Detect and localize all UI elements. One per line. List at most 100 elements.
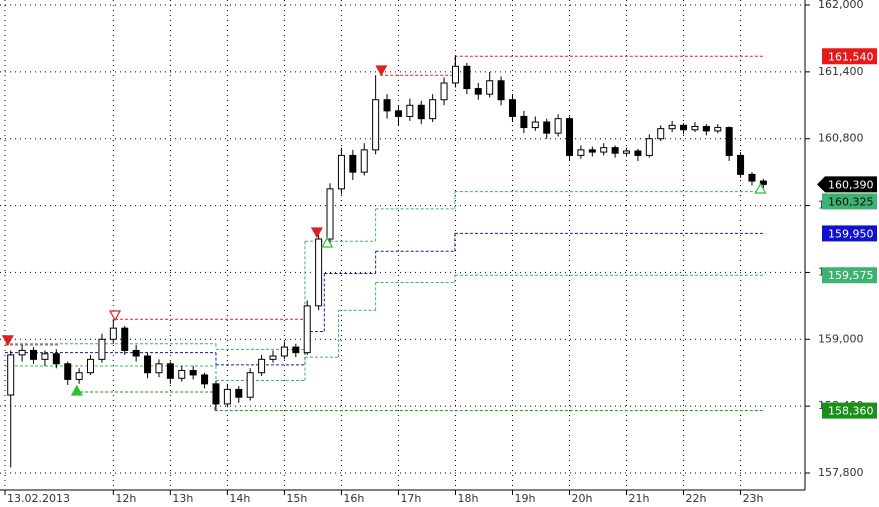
signal-marker: [754, 182, 767, 194]
y-tick-label: 159,000: [818, 332, 864, 345]
candle-body: [406, 104, 414, 117]
x-tick-label: 13h: [172, 492, 193, 505]
y-tick-label: 160,800: [818, 132, 864, 145]
candle-body: [634, 150, 642, 156]
candle-body: [223, 388, 231, 405]
price-label-box: [822, 48, 877, 65]
candle-body: [543, 121, 551, 134]
candle-body: [668, 124, 676, 130]
candle-body: [566, 118, 574, 156]
candle-body: [87, 358, 95, 374]
candle-body: [497, 80, 505, 101]
candle-body: [463, 65, 471, 90]
candle-body: [109, 327, 117, 340]
signal-marker: [1, 335, 14, 347]
candle-body: [303, 305, 311, 354]
candle-body: [166, 363, 174, 379]
candle-body: [280, 346, 288, 357]
candle-body: [737, 154, 745, 175]
candle-body: [554, 118, 562, 134]
candle-body: [132, 349, 140, 357]
x-tick-label: 15h: [286, 492, 307, 505]
x-tick-label: 23h: [743, 492, 764, 505]
candle-body: [7, 354, 15, 396]
candle-body: [383, 99, 391, 112]
candle-body: [269, 355, 277, 360]
y-tick-label: 157,800: [818, 466, 864, 479]
signal-marker: [70, 384, 83, 396]
candle-body: [440, 82, 448, 101]
candle-body: [155, 363, 163, 374]
price-label: 158,360: [828, 405, 874, 418]
candle-body: [349, 154, 357, 173]
candle-body: [315, 238, 323, 307]
price-label-box: [817, 176, 877, 193]
signal-marker: [321, 236, 334, 248]
candle-body: [52, 353, 60, 365]
candle-body: [588, 149, 596, 153]
candle-body: [748, 173, 756, 182]
candle-body: [98, 338, 106, 360]
candle-body: [189, 369, 197, 376]
candle-body: [394, 110, 402, 117]
candle-body: [326, 188, 334, 240]
candle-body: [645, 138, 653, 156]
price-label-box: [822, 225, 877, 242]
price-label: 160,325: [828, 195, 874, 208]
candle-body: [429, 99, 437, 120]
candle-body: [64, 363, 72, 380]
candle-body: [520, 115, 528, 129]
x-tick-label: 22h: [686, 492, 707, 505]
signal-marker: [375, 65, 388, 77]
candle-body: [360, 149, 368, 173]
price-label-box: [822, 193, 877, 210]
x-tick-label: 19h: [514, 492, 535, 505]
signal-marker: [310, 227, 323, 239]
x-tick-label: 16h: [343, 492, 364, 505]
candle-body: [75, 372, 83, 380]
candle-body: [258, 358, 266, 374]
price-label: 161,540: [828, 50, 874, 63]
candle-body: [623, 150, 631, 154]
candle-body: [235, 388, 243, 398]
x-tick-label: 21h: [629, 492, 650, 505]
candle-body: [611, 147, 619, 154]
candle-body: [451, 65, 459, 84]
candle-body: [18, 349, 26, 356]
x-tick-label: 17h: [400, 492, 421, 505]
x-tick-label: 14h: [229, 492, 250, 505]
candle-body: [417, 104, 425, 120]
candle-body: [41, 353, 49, 360]
candle-body: [577, 149, 585, 156]
candle-body: [600, 147, 608, 153]
candle-body: [531, 121, 539, 129]
x-tick-label: 13.02.2013: [7, 492, 70, 505]
candle-body: [30, 349, 38, 360]
x-tick-label: 12h: [115, 492, 136, 505]
candle-body: [691, 125, 699, 131]
price-label-box: [822, 402, 877, 419]
candle-body: [657, 128, 665, 140]
candle-body: [144, 355, 152, 374]
price-label: 159,575: [828, 269, 874, 282]
price-label-box: [822, 267, 877, 284]
candle-body: [474, 88, 482, 95]
candle-body: [178, 369, 186, 379]
candle-body: [246, 372, 254, 398]
candle-body: [508, 99, 516, 117]
candle-body: [121, 327, 129, 351]
candle-body: [725, 127, 733, 156]
candle-body: [714, 127, 722, 132]
candle-body: [201, 374, 209, 385]
price-label: 160,390: [828, 178, 874, 191]
signal-marker: [109, 310, 122, 322]
candle-body: [702, 125, 710, 132]
x-tick-label: 20h: [572, 492, 593, 505]
candle-body: [680, 124, 688, 131]
y-tick-label: 161,400: [818, 65, 864, 78]
candle-body: [212, 383, 220, 405]
candle-body: [372, 99, 380, 151]
candle-body: [486, 80, 494, 95]
